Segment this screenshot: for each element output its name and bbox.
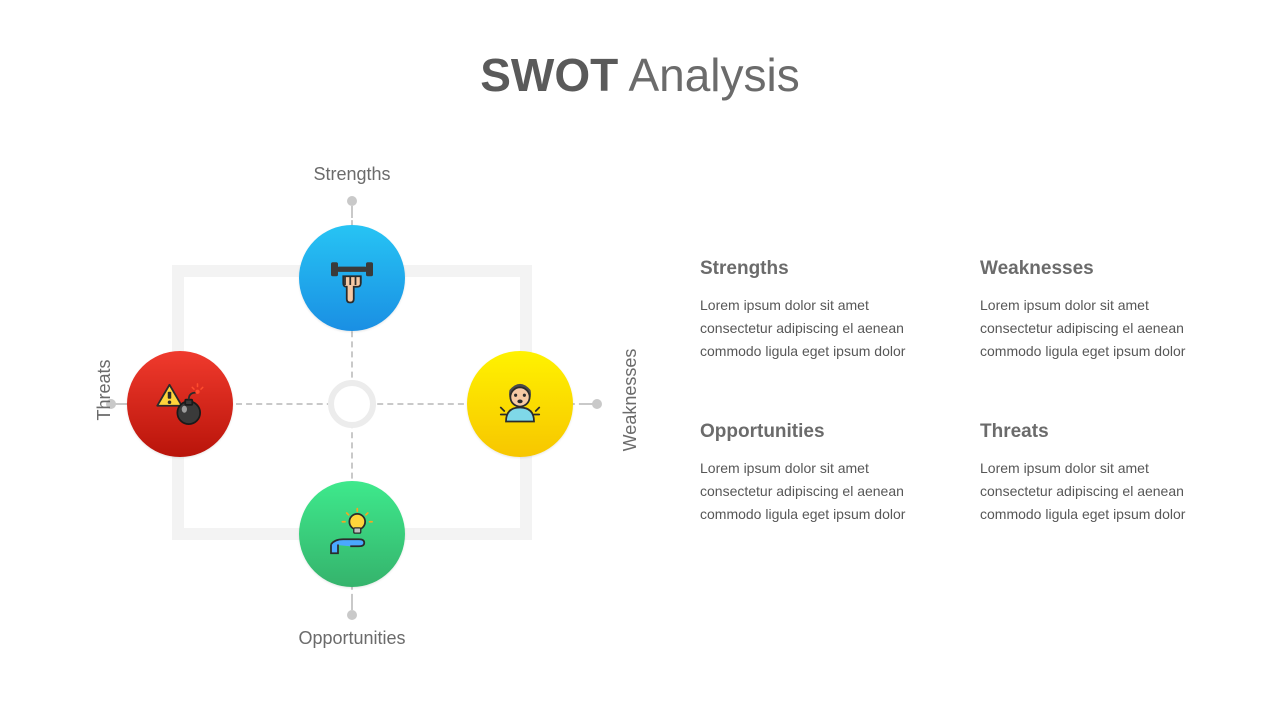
node-weaknesses [467, 351, 573, 457]
title-rest: Analysis [618, 49, 800, 101]
swot-diagram: Strengths Opportunities Threats Weakness… [80, 150, 620, 670]
axis-label-bottom: Opportunities [80, 628, 624, 649]
card-body: Lorem ipsum dolor sit amet consectetur a… [980, 294, 1220, 363]
card-body: Lorem ipsum dolor sit amet consectetur a… [700, 294, 940, 363]
node-opportunities [299, 481, 405, 587]
pin-top [347, 196, 357, 206]
title-bold: SWOT [480, 49, 618, 101]
card-heading: Opportunities [700, 421, 940, 443]
card-weaknesses: Weaknesses Lorem ipsum dolor sit amet co… [980, 258, 1220, 363]
card-heading: Threats [980, 421, 1220, 443]
warning-bomb-icon [152, 376, 208, 432]
worried-person-icon [492, 376, 548, 432]
page-title: SWOT Analysis [0, 48, 1280, 102]
axis-label-left: Threats [94, 310, 115, 470]
node-strengths [299, 225, 405, 331]
pin-bottom [347, 610, 357, 620]
card-threats: Threats Lorem ipsum dolor sit amet conse… [980, 421, 1220, 526]
card-strengths: Strengths Lorem ipsum dolor sit amet con… [700, 258, 940, 363]
center-ring [328, 380, 376, 428]
card-opportunities: Opportunities Lorem ipsum dolor sit amet… [700, 421, 940, 526]
pin-right [592, 399, 602, 409]
card-body: Lorem ipsum dolor sit amet consectetur a… [700, 457, 940, 526]
text-panel: Strengths Lorem ipsum dolor sit amet con… [700, 258, 1220, 527]
hand-bulb-icon [324, 506, 380, 562]
card-heading: Weaknesses [980, 258, 1220, 280]
fist-dumbbell-icon [324, 250, 380, 306]
card-body: Lorem ipsum dolor sit amet consectetur a… [980, 457, 1220, 526]
axis-label-top: Strengths [80, 164, 624, 185]
axis-label-right: Weaknesses [620, 310, 641, 490]
node-threats [127, 351, 233, 457]
card-heading: Strengths [700, 258, 940, 280]
